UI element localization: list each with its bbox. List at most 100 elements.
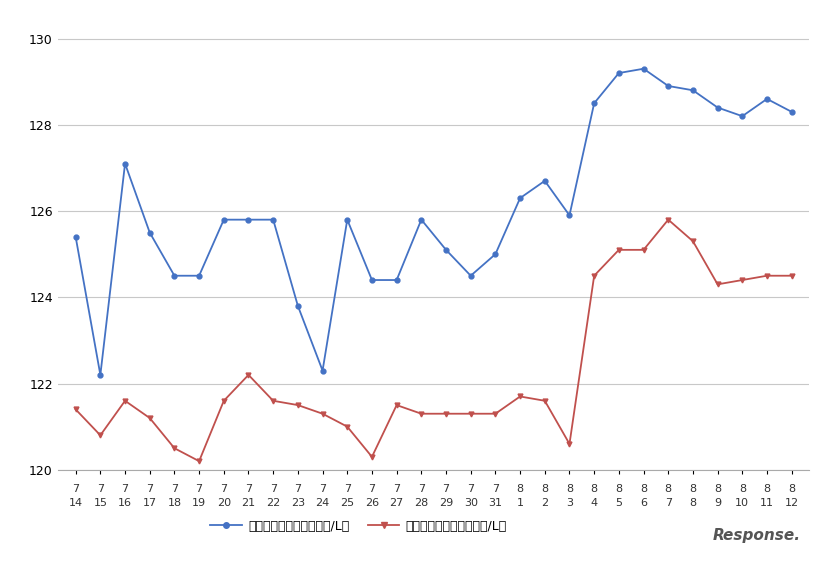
- レギュラー実売価格（円/L）: [269, 397, 279, 404]
- Text: 31: 31: [489, 498, 502, 508]
- Text: 27: 27: [389, 498, 404, 508]
- レギュラー実売価格（円/L）: [762, 272, 772, 279]
- Text: 6: 6: [640, 498, 647, 508]
- レギュラー看板価格（円/L）: [367, 277, 377, 284]
- レギュラー看板価格（円/L）: [762, 96, 772, 102]
- Text: 8: 8: [615, 484, 622, 494]
- レギュラー看板価格（円/L）: [120, 160, 130, 167]
- レギュラー実売価格（円/L）: [737, 277, 747, 284]
- レギュラー看板価格（円/L）: [145, 229, 155, 236]
- レギュラー看板価格（円/L）: [194, 272, 204, 279]
- Text: 25: 25: [340, 498, 354, 508]
- Text: 9: 9: [714, 498, 721, 508]
- Text: 7: 7: [171, 484, 178, 494]
- レギュラー看板価格（円/L）: [416, 216, 426, 223]
- レギュラー実売価格（円/L）: [441, 410, 451, 417]
- レギュラー看板価格（円/L）: [589, 100, 599, 106]
- Text: 8: 8: [541, 484, 548, 494]
- レギュラー実売価格（円/L）: [540, 397, 550, 404]
- Text: 21: 21: [241, 498, 255, 508]
- レギュラー実売価格（円/L）: [145, 415, 155, 422]
- Text: 8: 8: [590, 484, 598, 494]
- Text: 28: 28: [414, 498, 429, 508]
- Text: 12: 12: [785, 498, 799, 508]
- Text: 29: 29: [439, 498, 453, 508]
- レギュラー実売価格（円/L）: [565, 440, 575, 447]
- Text: 8: 8: [690, 484, 696, 494]
- Text: 7: 7: [443, 484, 450, 494]
- レギュラー看板価格（円/L）: [688, 87, 698, 94]
- レギュラー看板価格（円/L）: [515, 195, 525, 201]
- レギュラー看板価格（円/L）: [342, 216, 352, 223]
- Text: 7: 7: [467, 484, 475, 494]
- レギュラー看板価格（円/L）: [441, 246, 451, 253]
- レギュラー看板価格（円/L）: [219, 216, 229, 223]
- Text: 7: 7: [344, 484, 351, 494]
- Text: 24: 24: [315, 498, 329, 508]
- レギュラー看板価格（円/L）: [293, 302, 303, 309]
- Text: 7: 7: [72, 484, 79, 494]
- Text: 4: 4: [590, 498, 598, 508]
- Text: 14: 14: [68, 498, 83, 508]
- レギュラー看板価格（円/L）: [465, 272, 475, 279]
- Text: 7: 7: [269, 484, 277, 494]
- Text: 7: 7: [195, 484, 203, 494]
- レギュラー実売価格（円/L）: [244, 371, 254, 378]
- Text: 2: 2: [541, 498, 548, 508]
- レギュラー看板価格（円/L）: [614, 70, 624, 76]
- Text: 1: 1: [516, 498, 524, 508]
- レギュラー実売価格（円/L）: [194, 458, 204, 465]
- Text: 8: 8: [665, 484, 672, 494]
- Text: 7: 7: [492, 484, 499, 494]
- Text: 17: 17: [143, 498, 157, 508]
- レギュラー実売価格（円/L）: [342, 423, 352, 430]
- Text: 11: 11: [760, 498, 774, 508]
- レギュラー看板価格（円/L）: [71, 234, 81, 241]
- Text: Response.: Response.: [712, 528, 801, 543]
- Text: 16: 16: [118, 498, 132, 508]
- レギュラー実売価格（円/L）: [95, 432, 105, 439]
- Text: 8: 8: [566, 484, 573, 494]
- Text: 26: 26: [365, 498, 379, 508]
- Line: レギュラー実売価格（円/L）: レギュラー実売価格（円/L）: [73, 217, 794, 464]
- Text: 23: 23: [291, 498, 305, 508]
- レギュラー実売価格（円/L）: [367, 453, 377, 460]
- Text: 7: 7: [97, 484, 104, 494]
- レギュラー実売価格（円/L）: [293, 402, 303, 409]
- Text: 7: 7: [146, 484, 153, 494]
- レギュラー実売価格（円/L）: [71, 406, 81, 413]
- Text: 7: 7: [122, 484, 128, 494]
- Text: 7: 7: [245, 484, 252, 494]
- レギュラー実売価格（円/L）: [120, 397, 130, 404]
- レギュラー看板価格（円/L）: [737, 113, 747, 119]
- レギュラー看板価格（円/L）: [318, 367, 328, 374]
- レギュラー実売価格（円/L）: [219, 397, 229, 404]
- レギュラー看板価格（円/L）: [244, 216, 254, 223]
- レギュラー看板価格（円/L）: [663, 83, 673, 89]
- Text: 8: 8: [763, 484, 771, 494]
- レギュラー看板価格（円/L）: [786, 109, 796, 115]
- Text: 8: 8: [640, 484, 647, 494]
- Text: 7: 7: [319, 484, 326, 494]
- レギュラー実売価格（円/L）: [416, 410, 426, 417]
- Text: 30: 30: [464, 498, 478, 508]
- Text: 10: 10: [736, 498, 749, 508]
- Text: 5: 5: [615, 498, 622, 508]
- レギュラー実売価格（円/L）: [712, 281, 722, 288]
- レギュラー実売価格（円/L）: [589, 272, 599, 279]
- Text: 7: 7: [369, 484, 375, 494]
- Text: 8: 8: [788, 484, 796, 494]
- Text: 15: 15: [93, 498, 108, 508]
- レギュラー実売価格（円/L）: [786, 272, 796, 279]
- Text: 7: 7: [220, 484, 228, 494]
- Text: 22: 22: [266, 498, 280, 508]
- レギュラー看板価格（円/L）: [540, 178, 550, 185]
- レギュラー実売価格（円/L）: [663, 216, 673, 223]
- Text: 20: 20: [217, 498, 231, 508]
- レギュラー看板価格（円/L）: [95, 371, 105, 378]
- レギュラー実売価格（円/L）: [392, 402, 402, 409]
- レギュラー実売価格（円/L）: [490, 410, 500, 417]
- Text: 7: 7: [665, 498, 672, 508]
- Legend: レギュラー看板価格（円/L）, レギュラー実売価格（円/L）: レギュラー看板価格（円/L）, レギュラー実売価格（円/L）: [205, 515, 512, 538]
- Text: 18: 18: [168, 498, 182, 508]
